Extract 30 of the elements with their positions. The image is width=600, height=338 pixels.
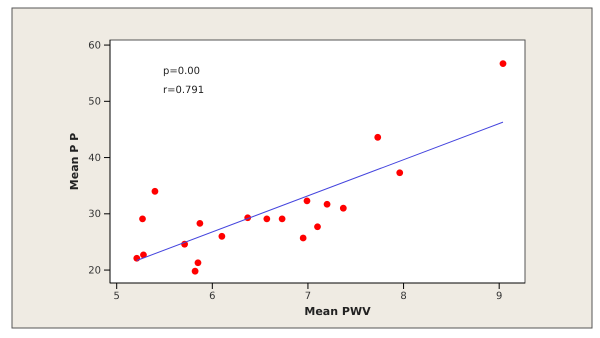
- point: [218, 232, 226, 240]
- y-tick-label: 60: [88, 40, 101, 52]
- point: [324, 200, 330, 208]
- x-tick-label: 5: [114, 291, 120, 302]
- x-tick-label: 6: [209, 291, 216, 302]
- annotation: r=0.791: [163, 85, 204, 96]
- point: [340, 204, 347, 212]
- y-tick-label: 20: [88, 265, 101, 276]
- point: [300, 234, 307, 242]
- point: [278, 215, 286, 222]
- point: [196, 220, 204, 227]
- y-tick-label: 40: [88, 152, 101, 164]
- x-tick-label: 8: [400, 291, 407, 302]
- point: [500, 60, 506, 68]
- point: [152, 188, 158, 195]
- point: [139, 215, 146, 222]
- annotation: p=0.00: [163, 66, 200, 77]
- x-tick-label: 9: [496, 291, 502, 302]
- point: [192, 268, 198, 275]
- x-tick-label: 7: [304, 291, 312, 302]
- y-axis-title: Mean P P: [68, 132, 81, 190]
- point: [314, 223, 321, 230]
- point: [263, 215, 270, 222]
- point: [374, 134, 382, 141]
- y-tick-label: 30: [88, 209, 101, 220]
- x-axis-title: Mean PWV: [304, 305, 372, 318]
- point: [194, 259, 202, 266]
- y-tick-label: 50: [88, 96, 101, 108]
- point: [304, 197, 310, 204]
- point: [396, 169, 404, 176]
